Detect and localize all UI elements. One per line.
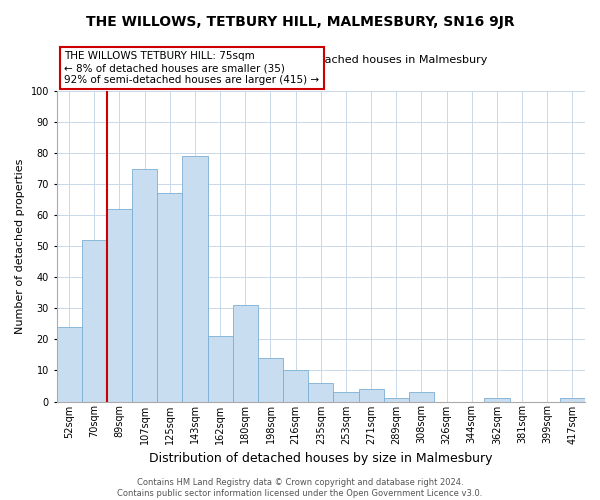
Bar [308, 383, 334, 402]
X-axis label: Distribution of detached houses by size in Malmesbury: Distribution of detached houses by size … [149, 452, 493, 465]
Bar [383, 398, 409, 402]
Text: THE WILLOWS, TETBURY HILL, MALMESBURY, SN16 9JR: THE WILLOWS, TETBURY HILL, MALMESBURY, S… [86, 15, 514, 29]
Bar [208, 336, 233, 402]
Text: THE WILLOWS TETBURY HILL: 75sqm
← 8% of detached houses are smaller (35)
92% of : THE WILLOWS TETBURY HILL: 75sqm ← 8% of … [64, 52, 320, 84]
Bar [560, 398, 585, 402]
Y-axis label: Number of detached properties: Number of detached properties [15, 158, 25, 334]
Title: Size of property relative to detached houses in Malmesbury: Size of property relative to detached ho… [154, 55, 487, 65]
Bar [182, 156, 208, 402]
Bar [82, 240, 107, 402]
Bar [484, 398, 509, 402]
Bar [283, 370, 308, 402]
Text: Contains HM Land Registry data © Crown copyright and database right 2024.
Contai: Contains HM Land Registry data © Crown c… [118, 478, 482, 498]
Bar [409, 392, 434, 402]
Bar [157, 194, 182, 402]
Bar [258, 358, 283, 402]
Bar [359, 389, 383, 402]
Bar [334, 392, 359, 402]
Bar [132, 168, 157, 402]
Bar [56, 327, 82, 402]
Bar [107, 209, 132, 402]
Bar [233, 305, 258, 402]
